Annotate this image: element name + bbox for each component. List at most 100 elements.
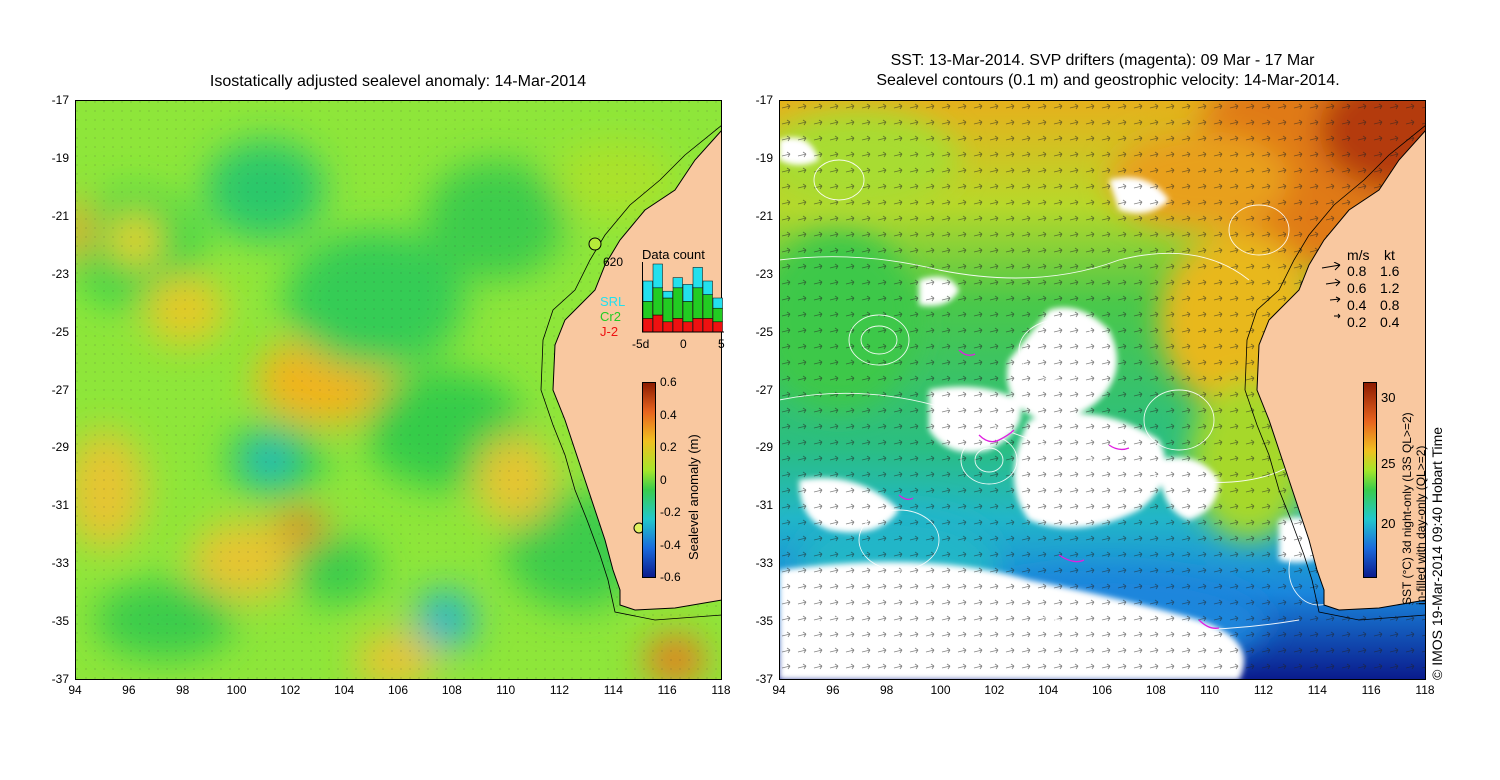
left-ytick-7: -31 (51, 498, 69, 513)
right-ytick-6: -29 (755, 440, 773, 455)
left-ytick-3: -23 (51, 266, 69, 281)
sla-cb-tick-1: 0.4 (660, 407, 677, 422)
sla-cb-tick-5: -0.4 (660, 537, 681, 552)
right-xtick-12: 118 (1415, 683, 1435, 697)
left-xtick-9: 112 (549, 683, 570, 697)
right-ytick-3: -23 (755, 266, 773, 281)
left-ytick-4: -25 (51, 324, 69, 339)
dc-bar-6-j2 (702, 318, 713, 333)
speed-legend-ms-1: 0.6 (1347, 280, 1367, 296)
dc-bar-7-srl (712, 297, 723, 309)
dc-bar-5-cr2 (692, 287, 703, 319)
left-ytick-0: -17 (51, 93, 69, 107)
dc-bar-3-srl (672, 277, 683, 289)
dc-xtick-max: 5 (718, 337, 725, 351)
left-xtick-2: 98 (175, 683, 190, 697)
right-ytick-5: -27 (755, 382, 773, 397)
right-ytick-8: -33 (755, 556, 773, 571)
dc-bar-2-j2 (662, 321, 673, 333)
right-ytick-9: -35 (755, 614, 773, 629)
dc-bar-5-srl (692, 267, 703, 289)
left-ytick-8: -33 (51, 556, 69, 571)
sla-cb-tick-4: -0.2 (660, 505, 681, 519)
right-xtick-5: 104 (1038, 683, 1059, 697)
right-ytick-10: -37 (755, 672, 773, 686)
sla-cb-tick-0: 0.6 (660, 375, 677, 389)
legend-j2: J-2 (600, 324, 619, 339)
left-xtick-4: 102 (280, 683, 301, 697)
tide-gauge-marker (588, 237, 602, 251)
speed-legend-ms-3: 0.2 (1347, 314, 1367, 330)
sst-cb-tick-25: 25 (1381, 456, 1396, 471)
right-panel-title-line1: SST: 13-Mar-2014. SVP drifters (magenta)… (890, 52, 1315, 69)
sla-colorbar (642, 382, 656, 578)
dc-bar-4-srl (682, 284, 693, 302)
right-xtick-9: 112 (1253, 683, 1274, 697)
left-ytick-2: -21 (51, 208, 69, 223)
dc-bar-7-j2 (712, 321, 723, 333)
left-ytick-1: -19 (51, 150, 69, 165)
dc-bar-4-cr2 (682, 301, 693, 323)
left-ytick-10: -37 (51, 672, 69, 686)
dc-axis (642, 262, 724, 333)
speed-legend-ms-header: m/s (1347, 247, 1370, 263)
right-ytick-1: -19 (755, 150, 773, 165)
land-mass-right (1257, 130, 1426, 610)
sst-colorbar (1363, 382, 1377, 578)
sla-colorbar-label: Sealevel anomaly (m) (686, 434, 701, 560)
land-mass (553, 130, 722, 610)
left-xtick-7: 108 (441, 683, 462, 697)
right-panel-title-line2: Sealevel contours (0.1 m) and geostrophi… (876, 72, 1340, 89)
right-xtick-3: 100 (930, 683, 951, 697)
left-xtick-3: 100 (226, 683, 247, 697)
left-xtick-10: 114 (603, 683, 623, 697)
right-ytick-0: -17 (755, 93, 773, 107)
right-ytick-2: -21 (755, 208, 773, 223)
left-xtick-5: 104 (334, 683, 355, 697)
sst-cb-tick-30: 30 (1381, 390, 1396, 405)
left-xtick-11: 116 (657, 683, 677, 697)
speed-legend-kt-3: 0.4 (1380, 314, 1400, 330)
sla-cb-tick-6: -0.6 (660, 570, 681, 584)
speed-legend-ms-2: 0.4 (1347, 297, 1367, 313)
speed-legend-kt-header: kt (1384, 247, 1395, 263)
right-xtick-0: 94 (772, 683, 786, 697)
data-count-title: Data count (642, 247, 705, 262)
right-xtick-11: 116 (1361, 683, 1381, 697)
dc-bar-6-cr2 (702, 294, 713, 319)
dc-bar-5-j2 (692, 318, 703, 333)
right-xtick-10: 114 (1307, 683, 1327, 697)
dc-bar-1-j2 (652, 314, 663, 333)
sla-cb-tick-3: 0 (660, 472, 667, 487)
imos-credit: © IMOS 19-Mar-2014 09:40 Hobart Time (1429, 426, 1445, 680)
dc-bar-0-cr2 (642, 301, 653, 319)
left-xtick-1: 96 (122, 683, 136, 697)
dc-bar-1-srl (652, 263, 663, 289)
legend-cr2: Cr2 (600, 309, 621, 324)
speed-legend-arrows (1321, 262, 1341, 319)
right-xtick-8: 110 (1200, 683, 1220, 697)
legend-srl: SRL (600, 294, 626, 309)
right-xtick-4: 102 (984, 683, 1005, 697)
speed-legend-kt-1: 1.2 (1380, 280, 1400, 296)
dc-bar-7-cr2 (712, 307, 723, 323)
speed-legend-ms-0: 0.8 (1347, 263, 1367, 279)
coastline (552, 129, 722, 611)
sst-colorbar-label-1: SST (°C) 3d night-only (L3S QL>=2) (1400, 412, 1414, 605)
dc-bar-3-j2 (672, 318, 683, 333)
dc-xtick-zero: 0 (680, 337, 687, 351)
dc-bar-3-cr2 (672, 287, 683, 319)
left-xtick-8: 110 (496, 683, 516, 697)
left-ytick-5: -27 (51, 382, 69, 397)
dc-bar-1-cr2 (652, 287, 663, 316)
dc-bar-6-srl (702, 280, 713, 295)
left-xtick-0: 94 (68, 683, 82, 697)
tide-gauge-label: 620 (603, 255, 624, 269)
left-xtick-6: 106 (387, 683, 409, 697)
speed-legend-kt-2: 0.8 (1380, 297, 1400, 313)
left-panel-title: Isostatically adjusted sealevel anomaly:… (209, 73, 587, 90)
sst-cb-tick-20: 20 (1381, 516, 1396, 531)
data-count-chart (642, 262, 724, 333)
dc-bar-0-srl (642, 280, 653, 302)
shelf-contour (540, 124, 722, 621)
